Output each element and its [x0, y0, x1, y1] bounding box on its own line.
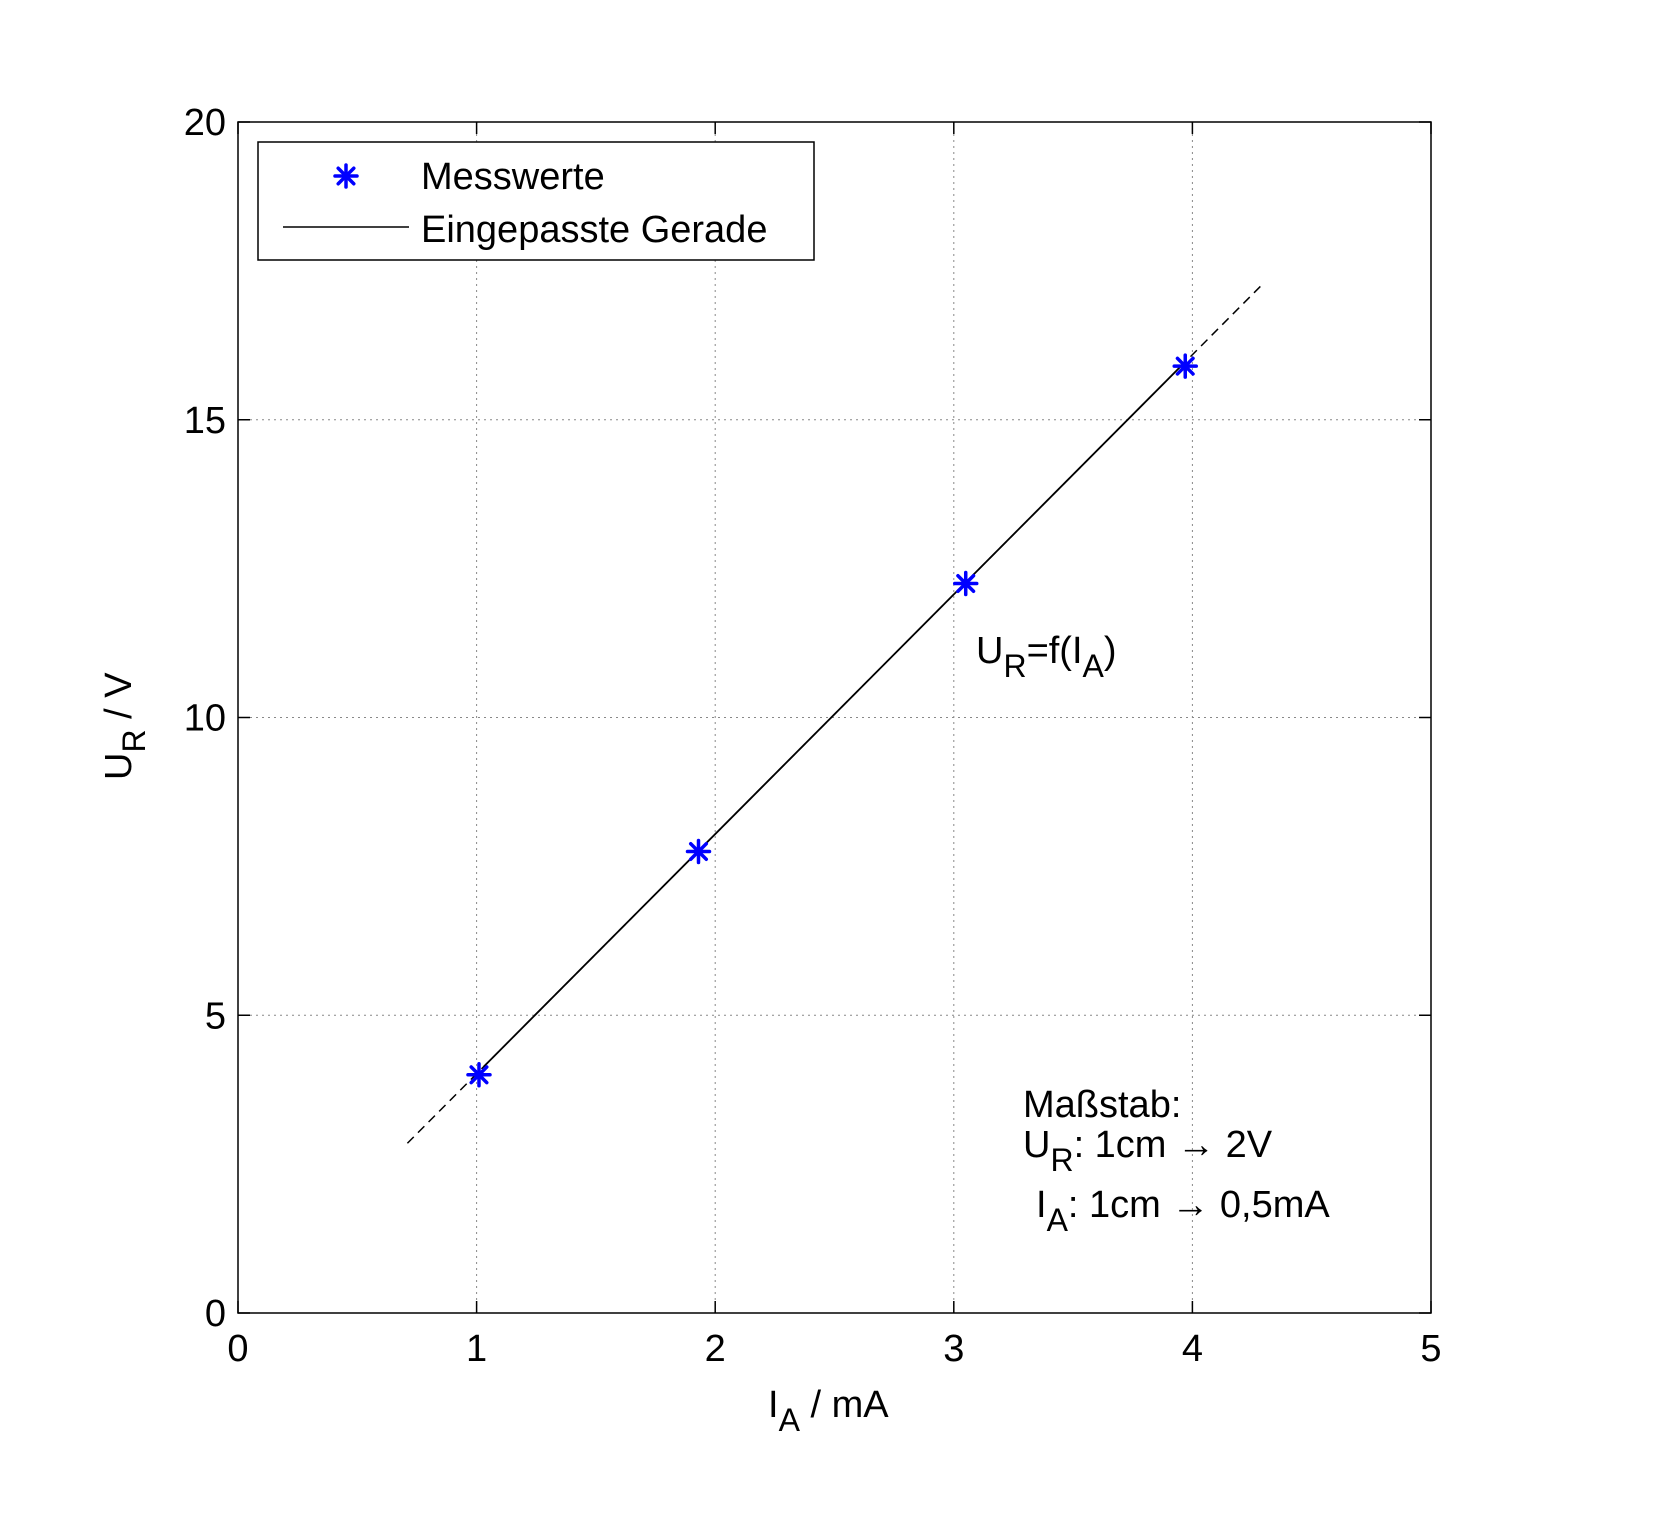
x-axis-label: IA / mA [768, 1384, 889, 1438]
legend-asterisk [333, 163, 359, 189]
x-tick-label: 0 [227, 1328, 248, 1370]
marker-stroke [688, 841, 709, 862]
data-points-group [466, 353, 1198, 1088]
y-axis-label-main: U [98, 753, 140, 780]
data-point [685, 838, 712, 865]
y-tick-label: 20 [184, 102, 226, 144]
fit-line-group [406, 282, 1265, 1144]
scale-title: Maßstab: [1023, 1084, 1181, 1126]
y-tick-label: 10 [184, 698, 226, 740]
data-point [952, 570, 979, 597]
grid-lines [238, 122, 1431, 1313]
fit-line [483, 366, 1182, 1068]
marker-stroke [1175, 356, 1195, 376]
legend-label-messwerte: Messwerte [421, 156, 605, 198]
y-tick-label: 5 [205, 995, 226, 1037]
y-tick-label: 15 [184, 400, 226, 442]
x-axis-label-rest: / mA [800, 1384, 889, 1426]
function-annotation: UR=f(IA) [976, 630, 1117, 684]
legend-box [257, 141, 815, 261]
data-point [466, 1062, 492, 1088]
x-tick-label: 1 [466, 1328, 487, 1370]
x-axis-label-main: I [768, 1384, 779, 1426]
data-point [1172, 353, 1198, 379]
y-axis-label-sub: R [116, 729, 152, 752]
y-tick-label: 0 [205, 1293, 226, 1335]
x-tick-label: 5 [1420, 1328, 1441, 1370]
x-axis-label-sub: A [779, 1402, 801, 1438]
y-tick-labels: 0 5 10 15 20 [184, 102, 226, 1335]
x-tick-label: 3 [943, 1328, 964, 1370]
marker-stroke [469, 1065, 489, 1085]
legend-label-gerade: Eingepasste Gerade [421, 209, 767, 251]
scale-line-ia: IA: 1cm → 0,5mA [1036, 1184, 1330, 1238]
legend: Messwerte Eingepasste Gerade [257, 141, 815, 261]
scale-line-ur: UR: 1cm → 2V [1023, 1124, 1273, 1178]
axis-ticks [237, 121, 1432, 1314]
x-tick-labels: 0 1 2 3 4 5 [227, 1328, 1441, 1370]
x-tick-label: 4 [1182, 1328, 1203, 1370]
y-axis-label-rest: / V [98, 672, 140, 730]
legend-marker-messwerte [333, 163, 359, 189]
marker-stroke [956, 573, 976, 594]
marker-stroke [336, 166, 356, 186]
y-axis-label: UR / V [98, 672, 152, 780]
x-tick-label: 2 [705, 1328, 726, 1370]
